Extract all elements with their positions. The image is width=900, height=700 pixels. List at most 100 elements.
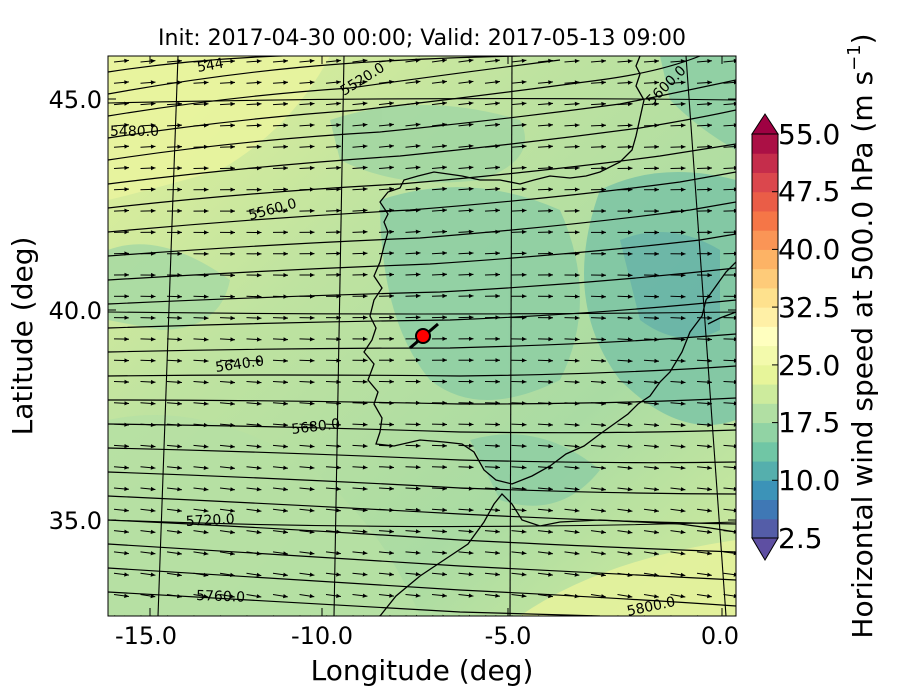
wind-vector-head xyxy=(362,379,368,384)
wind-vector-head xyxy=(257,208,262,214)
wind-vector-head xyxy=(601,444,606,449)
wind-vector-head xyxy=(680,80,686,85)
wind-vector-head xyxy=(654,123,659,128)
wind-vector-head xyxy=(495,101,500,106)
wind-vector-head xyxy=(124,551,129,556)
wind-vector-head xyxy=(415,400,421,406)
wind-vector-head xyxy=(283,401,288,406)
wind-vector-head xyxy=(362,208,368,213)
wind-vector-head xyxy=(256,123,262,128)
wind-vector-head xyxy=(601,101,606,107)
wind-vector xyxy=(723,167,736,169)
wind-vector-head xyxy=(469,336,474,341)
wind-vector-head xyxy=(362,465,368,470)
wind-vector-head xyxy=(389,358,394,363)
wind-vector-head xyxy=(442,165,447,170)
wind-vector-head xyxy=(283,294,288,299)
wind-vector-head xyxy=(256,380,262,385)
wind-vector-head xyxy=(203,422,209,428)
wind-vector-head xyxy=(203,401,209,406)
wind-vector-head xyxy=(654,101,659,107)
wind-vector-head xyxy=(203,294,209,299)
wind-vector-head xyxy=(574,144,580,149)
wind-vector-head xyxy=(601,465,606,470)
wind-vector-head xyxy=(521,379,527,384)
wind-vector-head xyxy=(283,315,288,321)
wind-vector-head xyxy=(442,251,447,256)
wind-vector-head xyxy=(680,315,686,321)
wind-vector-head xyxy=(283,358,288,363)
wind-vector-head xyxy=(627,380,633,385)
colorbar-band xyxy=(752,287,778,308)
y-tick-labels: 45.0 40.0 35.0 xyxy=(49,86,102,535)
wind-vector-head xyxy=(256,508,262,513)
wind-vector-head xyxy=(627,144,633,149)
wind-vector-head xyxy=(627,422,633,428)
wind-vector-head xyxy=(150,422,156,427)
wind-vector-head xyxy=(203,187,209,192)
wind-vector-head xyxy=(230,487,235,492)
wind-vector-head xyxy=(442,443,447,448)
wind-vector-head xyxy=(415,550,421,555)
wind-vector-head xyxy=(177,230,182,235)
wind-vector-head xyxy=(256,187,262,192)
wind-vector-head xyxy=(680,465,686,470)
wind-vector-head xyxy=(521,422,527,427)
wind-vector-head xyxy=(495,165,500,170)
wind-vector-head xyxy=(150,58,156,64)
wind-vector-head xyxy=(654,208,659,214)
wind-vector-head xyxy=(389,486,394,491)
wind-vector-head xyxy=(309,123,315,128)
wind-vector-head xyxy=(654,315,659,321)
colorbar-tick-label: 25.0 xyxy=(778,349,840,382)
wind-vector-head xyxy=(177,59,182,64)
wind-vector-head xyxy=(733,593,736,599)
wind-vector-head xyxy=(521,508,527,513)
wind-vector-head xyxy=(468,229,474,234)
wind-vector-head xyxy=(177,166,182,171)
wind-vector-head xyxy=(707,187,712,192)
wind-vector-head xyxy=(415,443,421,448)
x-tick-label: -15.0 xyxy=(115,622,177,650)
wind-vector-head xyxy=(627,444,633,449)
wind-vector-head xyxy=(151,251,156,256)
wind-vector-head xyxy=(310,272,315,278)
wind-vector-head xyxy=(574,59,580,64)
wind-vector-head xyxy=(309,315,315,320)
wind-vector-head xyxy=(707,294,712,299)
wind-vector-head xyxy=(150,123,156,128)
wind-vector-head xyxy=(389,186,394,192)
wind-vector-head xyxy=(548,230,553,235)
wind-vector-head xyxy=(389,122,394,127)
wind-vector-head xyxy=(150,358,156,363)
wind-vector-head xyxy=(363,336,368,342)
wind-vector-head xyxy=(230,101,235,107)
wind-vector-head xyxy=(150,144,156,149)
wind-vector-head xyxy=(336,551,341,556)
wind-vector-head xyxy=(574,380,580,385)
wind-vector-head xyxy=(654,187,659,192)
wind-vector-head xyxy=(522,336,527,342)
wind-vector-head xyxy=(336,187,341,192)
wind-vector-head xyxy=(177,487,182,492)
wind-vector-head xyxy=(336,294,341,299)
wind-vector-head xyxy=(707,144,712,149)
wind-vector-head xyxy=(230,251,235,256)
colorbar-band xyxy=(752,153,778,173)
wind-vector-head xyxy=(707,508,712,513)
wind-vector-head xyxy=(548,551,553,556)
wind-vector-head xyxy=(389,315,394,320)
wind-vector-head xyxy=(495,122,500,127)
wind-vector-head xyxy=(680,101,686,107)
wind-vector-head xyxy=(283,551,288,556)
wind-vector-head xyxy=(230,572,235,577)
wind-vector-head xyxy=(442,272,447,277)
wind-vector-head xyxy=(309,80,315,85)
wind-vector-head xyxy=(627,315,633,321)
colorbar-band xyxy=(752,384,778,404)
wind-vector-head xyxy=(362,529,368,534)
colorbar-tick-label: 47.5 xyxy=(778,175,840,208)
wind-vector-head xyxy=(336,465,341,470)
wind-vector-head xyxy=(283,594,288,599)
wind-vector-head xyxy=(415,507,421,513)
